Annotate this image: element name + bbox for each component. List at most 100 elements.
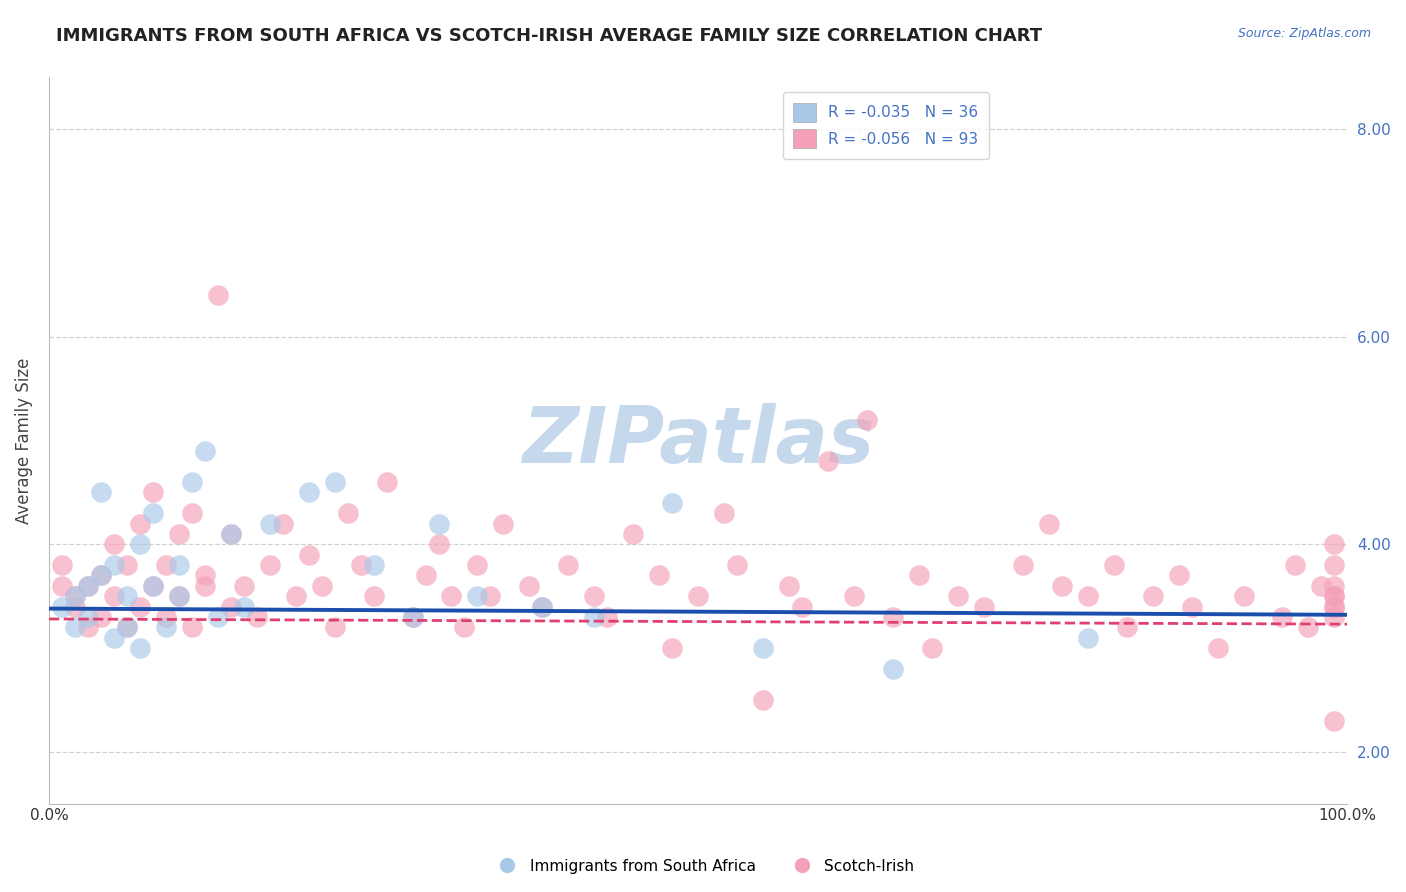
Point <box>77 579 100 593</box>
Point <box>1323 579 1346 593</box>
Point <box>128 599 150 614</box>
Point <box>90 485 112 500</box>
Point <box>492 516 515 531</box>
Point <box>817 454 839 468</box>
Point <box>401 610 423 624</box>
Point <box>467 558 489 572</box>
Point <box>1323 589 1346 603</box>
Point <box>336 506 359 520</box>
Point <box>103 537 125 551</box>
Point <box>90 568 112 582</box>
Point <box>77 610 100 624</box>
Point <box>194 568 217 582</box>
Point <box>427 516 450 531</box>
Point <box>51 599 73 614</box>
Point <box>180 620 202 634</box>
Point <box>77 579 100 593</box>
Point <box>1077 589 1099 603</box>
Point <box>453 620 475 634</box>
Point <box>349 558 371 572</box>
Point <box>661 640 683 655</box>
Point <box>246 610 269 624</box>
Point <box>323 620 346 634</box>
Point <box>1323 558 1346 572</box>
Point <box>194 443 217 458</box>
Point <box>973 599 995 614</box>
Point <box>1232 589 1254 603</box>
Point <box>1323 610 1346 624</box>
Point <box>155 620 177 634</box>
Point <box>128 537 150 551</box>
Point <box>531 599 554 614</box>
Point <box>946 589 969 603</box>
Point <box>219 599 242 614</box>
Point <box>1115 620 1137 634</box>
Point <box>77 620 100 634</box>
Point <box>648 568 671 582</box>
Point <box>856 413 879 427</box>
Text: IMMIGRANTS FROM SOUTH AFRICA VS SCOTCH-IRISH AVERAGE FAMILY SIZE CORRELATION CHA: IMMIGRANTS FROM SOUTH AFRICA VS SCOTCH-I… <box>56 27 1042 45</box>
Point <box>259 516 281 531</box>
Point <box>1298 620 1320 634</box>
Point <box>363 589 385 603</box>
Point <box>142 485 165 500</box>
Point <box>1181 599 1204 614</box>
Legend: Immigrants from South Africa, Scotch-Irish: Immigrants from South Africa, Scotch-Iri… <box>485 853 921 880</box>
Point <box>752 640 775 655</box>
Point <box>479 589 502 603</box>
Point <box>103 589 125 603</box>
Point <box>440 589 463 603</box>
Point <box>63 589 86 603</box>
Point <box>415 568 437 582</box>
Point <box>427 537 450 551</box>
Point <box>51 579 73 593</box>
Point <box>596 610 619 624</box>
Point <box>259 558 281 572</box>
Point <box>363 558 385 572</box>
Point <box>180 506 202 520</box>
Point <box>103 558 125 572</box>
Point <box>531 599 554 614</box>
Point <box>1310 579 1333 593</box>
Point <box>1038 516 1060 531</box>
Point <box>583 610 606 624</box>
Point <box>401 610 423 624</box>
Point <box>842 589 865 603</box>
Point <box>375 475 398 489</box>
Point <box>63 620 86 634</box>
Point <box>232 579 254 593</box>
Point <box>725 558 748 572</box>
Point <box>90 568 112 582</box>
Point <box>103 631 125 645</box>
Legend: R = -0.035   N = 36, R = -0.056   N = 93: R = -0.035 N = 36, R = -0.056 N = 93 <box>783 93 990 159</box>
Point <box>155 610 177 624</box>
Point <box>1142 589 1164 603</box>
Point <box>128 516 150 531</box>
Point <box>167 527 190 541</box>
Point <box>271 516 294 531</box>
Point <box>1284 558 1306 572</box>
Point <box>115 620 138 634</box>
Point <box>63 589 86 603</box>
Point <box>752 693 775 707</box>
Point <box>1167 568 1189 582</box>
Point <box>583 589 606 603</box>
Point <box>207 288 229 302</box>
Point <box>219 527 242 541</box>
Point <box>155 558 177 572</box>
Point <box>142 506 165 520</box>
Text: ZIPatlas: ZIPatlas <box>522 402 875 478</box>
Point <box>790 599 813 614</box>
Point <box>298 485 321 500</box>
Point <box>1011 558 1033 572</box>
Point <box>882 662 904 676</box>
Point <box>1323 589 1346 603</box>
Point <box>557 558 579 572</box>
Point <box>1271 610 1294 624</box>
Point <box>167 589 190 603</box>
Point <box>232 599 254 614</box>
Point <box>467 589 489 603</box>
Point <box>298 548 321 562</box>
Point <box>519 579 541 593</box>
Point <box>63 599 86 614</box>
